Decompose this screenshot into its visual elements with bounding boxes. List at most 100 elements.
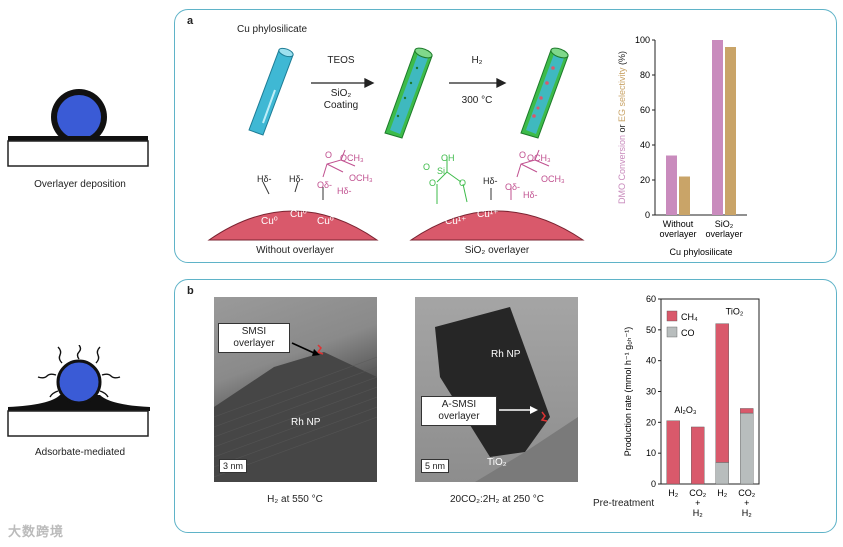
chart-a-ytick-label: 80	[640, 70, 650, 80]
chart-b-xtick-label: +	[695, 498, 700, 508]
step1-sub2: Coating	[323, 100, 359, 111]
chart-b-bar-ch4	[666, 420, 680, 485]
cu1-1: Cu¹⁺	[445, 216, 467, 227]
chart-b-bar-ch4	[740, 408, 754, 414]
adsorbate-mediated-label: Adsorbate-mediated	[34, 447, 126, 458]
synthesis-scheme	[248, 47, 569, 139]
chart-a-ytick-label: 20	[640, 175, 650, 185]
chart-b-legend-swatch	[666, 310, 678, 322]
chart-b-bar-ch4	[715, 323, 729, 463]
o-label-2: O	[459, 178, 467, 188]
smsi-callout-line2: overlayer	[233, 338, 275, 349]
o-label-3: O	[423, 162, 431, 172]
step1-sub1: SiO₂	[330, 88, 352, 99]
chart-b-bar-ch4	[691, 426, 705, 485]
ester-och3-2-left: OCH₃	[349, 173, 373, 183]
chart-b-ytick-label: 40	[646, 356, 656, 366]
dmo-conversion-chart: 0 20 40 60 80 100 DMO Conversion or EG selecti…	[617, 35, 747, 257]
chart-b-legend-label: CO	[681, 328, 695, 338]
chart-b-ytick-label: 10	[646, 448, 656, 458]
support	[7, 410, 149, 437]
smsi-callout: SMSI overlayer	[218, 323, 290, 353]
smsi-bracket	[316, 344, 324, 355]
coated-rod	[384, 47, 433, 139]
chart-b-group-label: TiO₂	[726, 306, 744, 316]
cu-phylosilicate-title: Cu phylosilicate	[237, 24, 308, 35]
chart-b-xtick-label: CO₂	[738, 488, 756, 498]
without-overlayer-label: Without overlayer	[256, 245, 334, 256]
overlayer-film	[8, 136, 148, 141]
o-label-1: O	[429, 178, 437, 188]
panel-a-tag: a	[187, 15, 194, 27]
si-label: Si	[437, 166, 446, 176]
chart-b-xtick-label: CO₂	[689, 488, 707, 498]
ester-o-left: O	[325, 150, 333, 160]
tem2-caption: 20CO₂:2H₂ at 250 °C	[449, 494, 545, 505]
nanoparticle	[56, 359, 102, 405]
step2-reagent: H₂	[471, 55, 483, 66]
ester-och3-left: OCH₃	[340, 153, 364, 163]
a-smsi-callout: A-SMSI overlayer	[421, 396, 497, 426]
chart-b-ytick-label: 30	[646, 387, 656, 397]
step1-reagent: TEOS	[327, 55, 355, 66]
cu0-1: Cu⁰	[261, 216, 278, 227]
chart-a-xtick-label: SiO₂	[715, 219, 734, 229]
adsorbate-squiggles	[37, 345, 121, 398]
chart-a-bar-conversion	[666, 155, 677, 215]
support	[7, 140, 149, 167]
tem1-caption: H₂ at 550 °C	[267, 494, 323, 505]
chart-a-xtick-label: overlayer	[659, 229, 696, 239]
chart-a-ytick-label: 100	[635, 35, 650, 45]
oh-label: OH	[441, 153, 455, 163]
watermark: 大数跨境	[8, 524, 65, 539]
panel-b: b SMSI overlayer Rh NP 3 nm H₂ at 550 °C	[174, 279, 837, 533]
ester-och3-right: OCH₃	[527, 153, 551, 163]
chart-a-xtick-label: overlayer	[705, 229, 742, 239]
chart-b-ytick-label: 50	[646, 325, 656, 335]
chart-b-xtick-label: H₂	[717, 488, 727, 498]
chart-b-xtick-label: +	[744, 498, 749, 508]
chart-b-bar-co	[715, 462, 729, 485]
ester-odelta-left: Oδ-	[317, 180, 333, 190]
ester-odelta-right: Oδ-	[505, 182, 521, 192]
chart-a-xlabel: Cu phylosilicate	[669, 247, 732, 257]
chart-b-ytick-label: 60	[646, 294, 656, 304]
chart-b-ytick-label: 0	[651, 479, 656, 489]
ester-och3-2-right: OCH₃	[541, 174, 565, 184]
overlayer-schematic	[7, 89, 149, 167]
tem2-support-label: TiO₂	[487, 457, 507, 468]
tem2-np-label: Rh NP	[491, 349, 521, 360]
chart-b-ylabel: Production rate (mmol h⁻¹ g₀ₕ⁻¹)	[623, 327, 633, 456]
chart-b-bar-co	[740, 412, 754, 485]
a-smsi-callout-line1: A-SMSI	[441, 399, 477, 410]
chart-a-ytick-label: 40	[640, 140, 650, 150]
chart-a-ytick-label: 60	[640, 105, 650, 115]
chart-b-xtick-label: H₂	[693, 508, 703, 518]
chart-a-bar-conversion	[712, 40, 723, 215]
h-delta-right: Hδ-	[483, 176, 498, 186]
chart-a-bar-selectivity	[725, 47, 736, 215]
chart-a-xtick-label: Without	[663, 219, 694, 229]
bare-rod	[248, 47, 294, 136]
sio2-overlayer-diagram	[409, 149, 585, 241]
chart-b-ytick-label: 20	[646, 417, 656, 427]
h-delta-1: Hδ-	[257, 174, 272, 184]
cu1-2: Cu¹⁺	[477, 209, 499, 220]
reduced-rod	[520, 47, 569, 139]
a-smsi-bracket	[540, 411, 548, 422]
tem1-scale-bar: 3 nm	[219, 459, 248, 473]
chart-b-xtick-label: H₂	[668, 488, 678, 498]
nanoparticle	[57, 95, 101, 139]
smsi-callout-line1: SMSI	[241, 326, 267, 337]
a-smsi-callout-line2: overlayer	[438, 411, 480, 422]
overlayer-deposition-label: Overlayer deposition	[34, 179, 126, 190]
ester-hdelta-right: Hδ-	[523, 190, 538, 200]
panel-a: a Cu phylosilicate TEOS SiO₂ Coating H₂ …	[174, 9, 837, 263]
arrows	[311, 77, 507, 89]
ester-o-right: O	[519, 150, 527, 160]
cu0-3: Cu⁰	[317, 216, 334, 227]
chart-b-group-label: Al₂O₃	[674, 405, 696, 415]
chart-b-legend-swatch	[666, 326, 678, 338]
ester-hdelta-left: Hδ-	[337, 186, 352, 196]
chart-b-xtick-label: H₂	[742, 508, 752, 518]
